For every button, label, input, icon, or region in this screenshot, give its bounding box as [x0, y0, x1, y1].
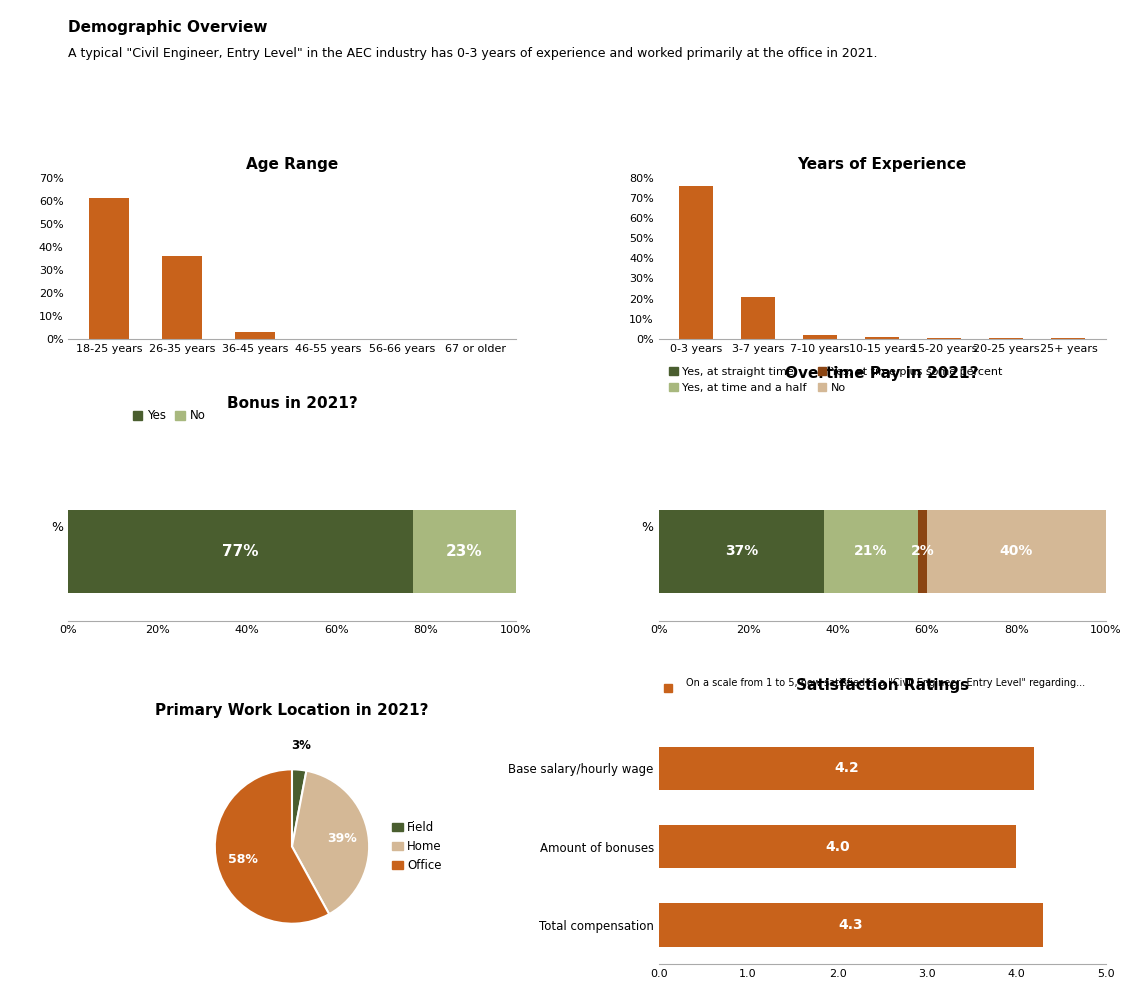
Text: 37%: 37% [725, 544, 758, 559]
Bar [679, 186, 714, 339]
Wedge shape [214, 769, 329, 923]
Text: 39%: 39% [327, 832, 357, 845]
Text: Demographic Overview: Demographic Overview [68, 20, 268, 35]
Bar [235, 332, 276, 339]
Bar [89, 199, 129, 339]
Bar [803, 335, 837, 339]
Bar [659, 825, 1017, 868]
Bar [918, 510, 927, 592]
Legend: Yes, No: Yes, No [128, 405, 210, 427]
Text: On a scale from 1 to 5, how satisfied is a "Civil Engineer, Entry Level" regardi: On a scale from 1 to 5, how satisfied is… [686, 678, 1085, 688]
Title: Years of Experience: Years of Experience [798, 157, 967, 172]
Bar [68, 510, 413, 592]
Text: 58%: 58% [228, 853, 258, 866]
Title: Overtime Pay in 2021?: Overtime Pay in 2021? [785, 366, 979, 381]
Text: 3%: 3% [292, 739, 311, 751]
Bar [659, 746, 1034, 789]
Text: 23%: 23% [446, 544, 482, 559]
Wedge shape [292, 769, 307, 847]
Bar [162, 256, 202, 339]
Text: 4.0: 4.0 [825, 840, 849, 854]
Title: Age Range: Age Range [246, 157, 339, 172]
Y-axis label: %: % [642, 521, 653, 534]
Bar [413, 510, 515, 592]
Text: 4.3: 4.3 [839, 918, 863, 932]
Title: Primary Work Location in 2021?: Primary Work Location in 2021? [155, 703, 429, 718]
Text: 4.2: 4.2 [834, 761, 858, 775]
Bar [824, 510, 918, 592]
Legend: Field, Home, Office: Field, Home, Office [388, 816, 447, 877]
Text: A typical "Civil Engineer, Entry Level" in the AEC industry has 0-3 years of exp: A typical "Civil Engineer, Entry Level" … [68, 47, 878, 60]
Bar [659, 904, 1043, 946]
Text: 40%: 40% [1000, 544, 1033, 559]
Title: Bonus in 2021?: Bonus in 2021? [227, 397, 357, 412]
Bar [927, 510, 1106, 592]
Bar [741, 296, 775, 339]
Text: 77%: 77% [222, 544, 259, 559]
Text: 21%: 21% [854, 544, 888, 559]
Legend: Yes, at straight time, Yes, at time and a half, Yes, at time plus some percent, : Yes, at straight time, Yes, at time and … [665, 363, 1007, 398]
Title: Satisfaction Ratings: Satisfaction Ratings [796, 678, 969, 693]
Bar [659, 510, 824, 592]
Bar [865, 337, 899, 339]
Wedge shape [292, 770, 369, 914]
Y-axis label: %: % [51, 521, 64, 534]
Text: 2%: 2% [911, 544, 935, 559]
